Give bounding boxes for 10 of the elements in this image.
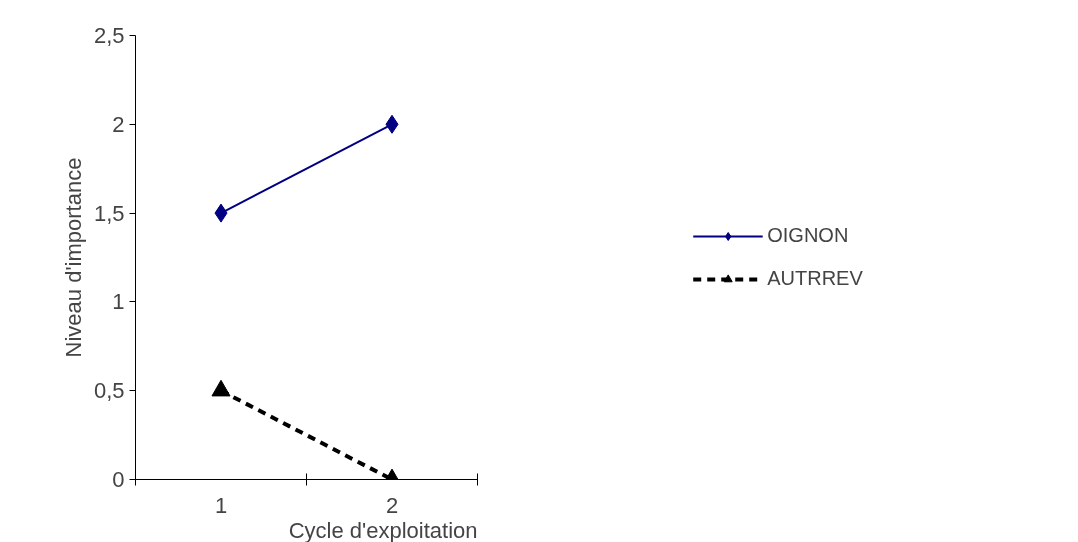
legend-label: AUTRREV	[767, 267, 863, 290]
legend-label: OIGNON	[767, 224, 849, 247]
y-tick-label: 0,5	[93, 378, 125, 404]
y-tick-label: 1,5	[93, 200, 125, 226]
y-axis-title: Niveau d'importance	[60, 157, 86, 358]
y-tick-label: 2	[112, 111, 125, 137]
y-tick-label: 2,5	[93, 23, 125, 48]
y-tick-label: 0	[112, 467, 125, 492]
x-axis-title: Cycle d'exploitation	[288, 517, 478, 542]
y-tick-label: 1	[112, 289, 125, 315]
